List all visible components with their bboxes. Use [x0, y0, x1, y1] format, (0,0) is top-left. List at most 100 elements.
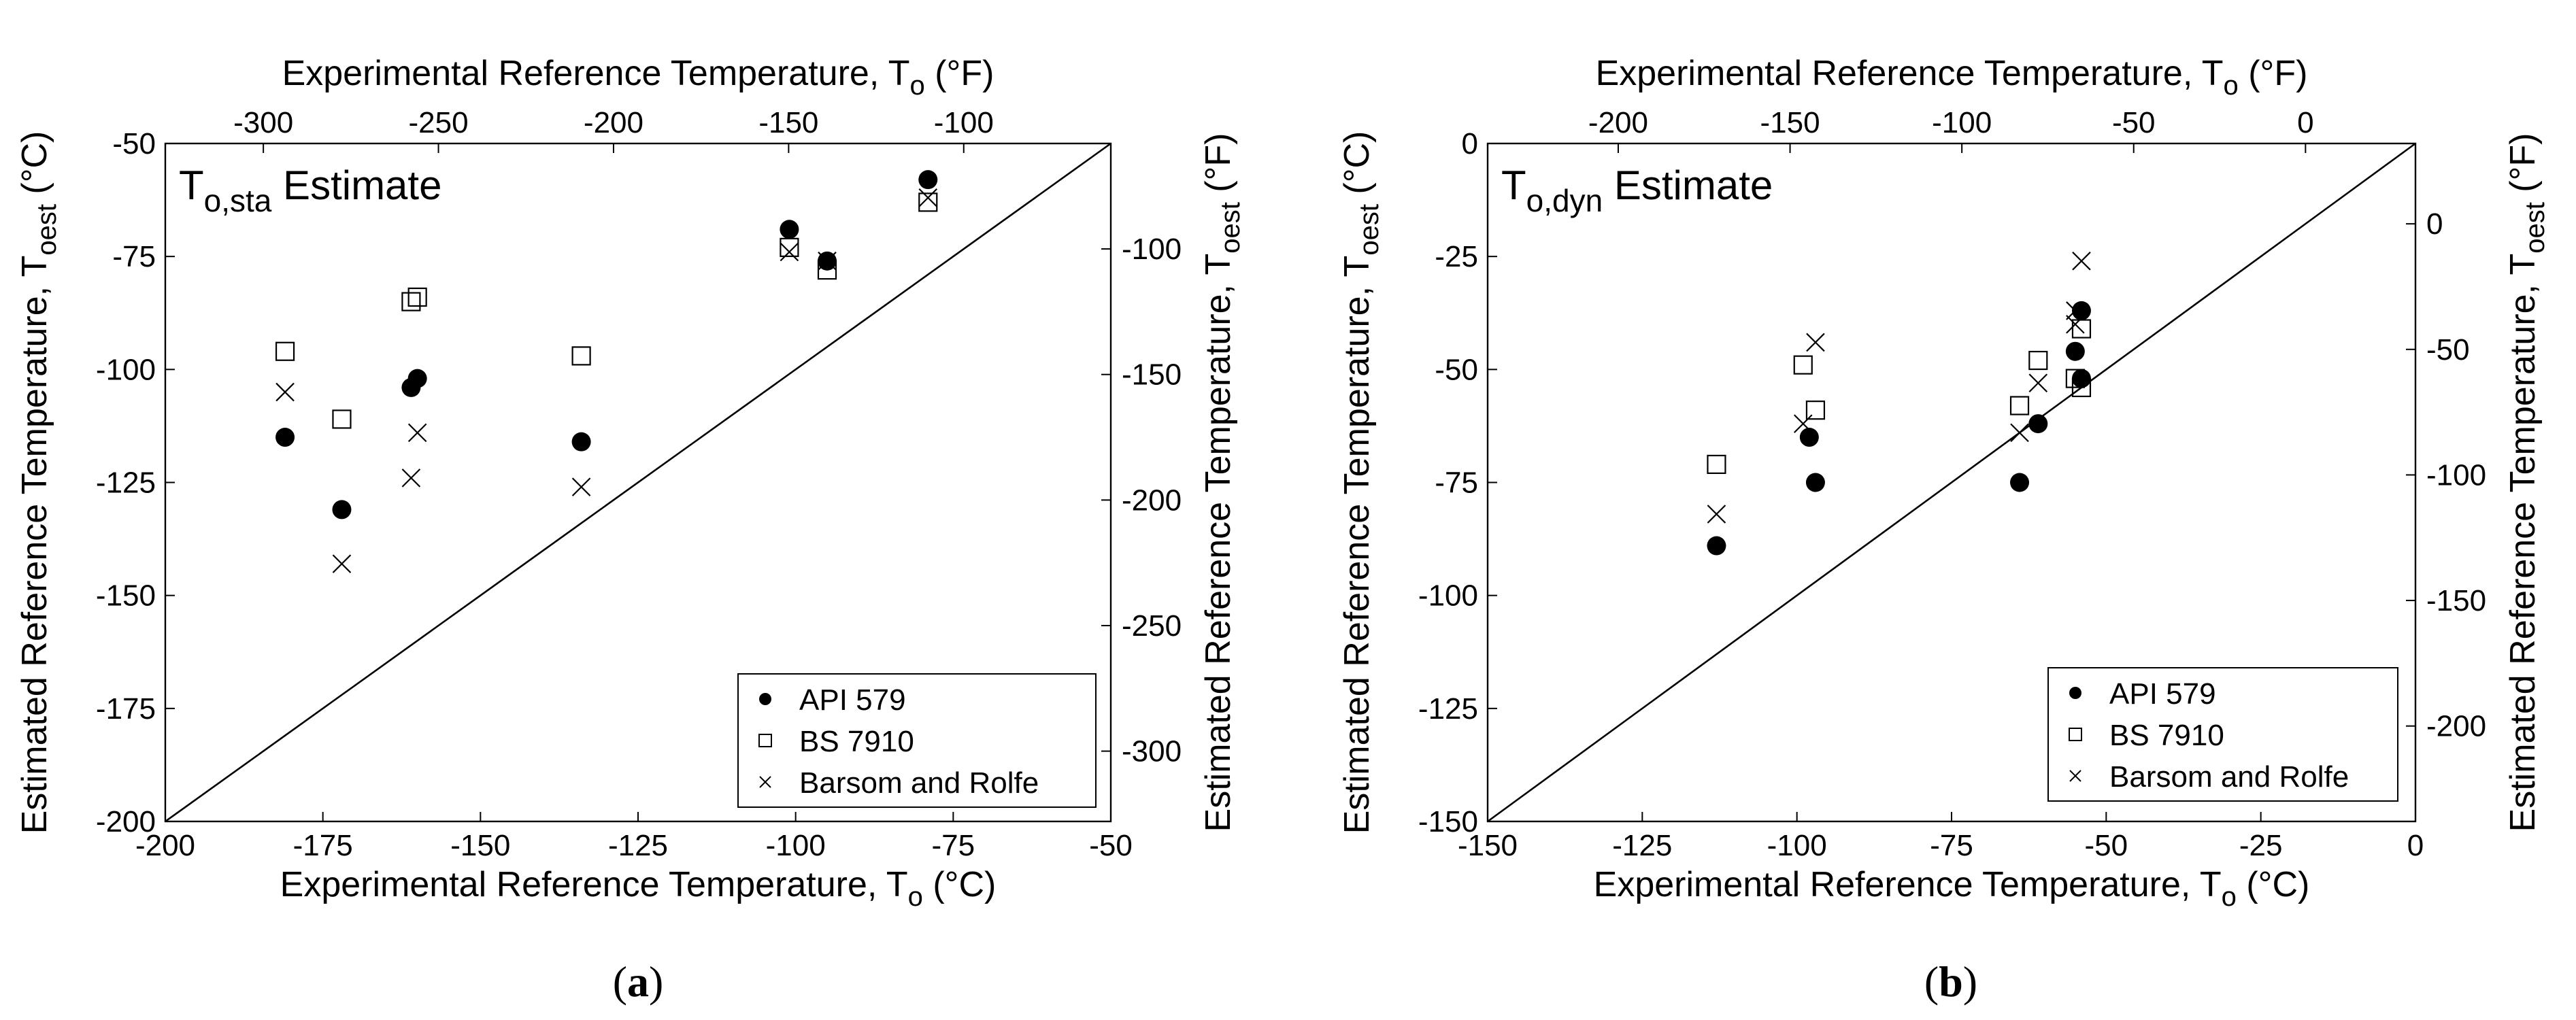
panel-label: (b)	[1924, 957, 1977, 1006]
x-tick-label: -175	[293, 829, 353, 862]
x-top-tick-label: -100	[1932, 106, 1992, 139]
x-tick-label: -50	[2085, 829, 2128, 862]
y-tick-label: -100	[1418, 579, 1478, 613]
y-right-tick-label: -250	[1122, 609, 1182, 643]
data-point	[1799, 428, 1819, 447]
legend-label: BS 7910	[2109, 719, 2224, 752]
y-tick-label: -25	[1435, 240, 1478, 273]
legend-marker	[2069, 687, 2081, 699]
y-tick-label: -150	[1418, 805, 1478, 838]
x-top-tick-label: -250	[409, 106, 469, 139]
legend-label: Barsom and Rolfe	[799, 766, 1039, 800]
y-tick-label: -50	[1435, 353, 1478, 386]
x-top-tick-label: -150	[1760, 106, 1820, 139]
y-right-tick-label: -150	[2426, 584, 2486, 617]
y-tick-label: -150	[96, 579, 156, 613]
y-tick-label: -200	[96, 805, 156, 838]
unity-line	[165, 142, 1111, 823]
legend-marker	[2069, 728, 2082, 741]
data-point	[818, 252, 837, 271]
x-top-tick-label: -150	[758, 106, 818, 139]
data-point	[2028, 350, 2048, 371]
y-axis-label-fahrenheit: Estimated Reference Temperature, Toest (…	[2503, 133, 2550, 832]
x-tick-label: -125	[1612, 829, 1672, 862]
plot-title: To,sta Estimate	[179, 163, 441, 218]
x-tick-label: -150	[1458, 829, 1518, 862]
y-right-tick-label: -200	[1122, 483, 1182, 517]
y-tick-label: -125	[1418, 692, 1478, 726]
data-point	[1793, 355, 1813, 375]
x-tick-label: -75	[1930, 829, 1973, 862]
legend-marker	[2069, 770, 2081, 782]
data-point	[407, 287, 427, 307]
data-point	[401, 469, 421, 488]
data-point	[2009, 396, 2030, 415]
y-right-tick-label: -50	[2426, 333, 2470, 367]
data-point	[918, 188, 938, 207]
y-right-tick-label: -100	[2426, 458, 2486, 492]
data-point	[401, 292, 421, 311]
data-point	[332, 500, 352, 520]
x-top-tick-label: -50	[2112, 106, 2156, 139]
x-tick-label: -125	[608, 829, 668, 862]
y-tick-label: -175	[96, 692, 156, 726]
data-point	[2072, 252, 2091, 271]
x-axis-label-fahrenheit: Experimental Reference Temperature, To (…	[282, 54, 994, 101]
y-right-tick-label: -300	[1122, 735, 1182, 768]
data-point	[780, 242, 799, 262]
data-point	[1806, 333, 1825, 352]
data-point	[1707, 505, 1726, 524]
y-axis-label-celsius: Estimated Reference Temperature, Toest (…	[15, 131, 62, 834]
data-point	[2065, 341, 2085, 361]
legend-box	[2047, 667, 2398, 802]
y-right-tick-label: -150	[1122, 358, 1182, 392]
legend-label: Barsom and Rolfe	[2109, 760, 2349, 794]
data-point	[2071, 301, 2091, 320]
data-point	[1805, 473, 1825, 492]
x-axis-label-celsius: Experimental Reference Temperature, To (…	[280, 865, 997, 912]
data-point	[332, 554, 352, 573]
y-right-tick-label: -200	[2426, 710, 2486, 743]
data-point	[275, 341, 295, 361]
data-point	[571, 477, 591, 496]
data-point	[780, 237, 799, 257]
x-axis-label-fahrenheit: Experimental Reference Temperature, To (…	[1596, 54, 2308, 101]
y-axis-label-fahrenheit: Estimated Reference Temperature, Toest (…	[1199, 133, 1245, 832]
data-point	[2071, 377, 2092, 398]
data-point	[2010, 423, 2029, 443]
data-point	[2028, 414, 2048, 434]
x-tick-label: -100	[766, 829, 826, 862]
x-tick-label: -25	[2239, 829, 2283, 862]
data-point	[2066, 301, 2085, 320]
x-top-tick-label: -200	[1588, 106, 1648, 139]
y-tick-label: -75	[1435, 466, 1478, 500]
x-top-tick-label: -200	[584, 106, 643, 139]
data-point	[1793, 414, 1813, 433]
data-point	[918, 192, 938, 212]
data-point	[2010, 473, 2030, 492]
x-top-tick-label: -100	[934, 106, 994, 139]
data-point	[1707, 454, 1726, 475]
x-axis-label-celsius: Experimental Reference Temperature, To (…	[1594, 865, 2310, 912]
legend-marker	[758, 734, 772, 747]
panel-a: -200 -175 -150 -125 -100 -75 -50 -200 -175 -150 -1…	[15, 54, 1245, 1006]
y-tick-label: -75	[112, 240, 156, 273]
data-point	[571, 346, 591, 366]
data-point	[407, 423, 427, 443]
data-point	[1707, 536, 1726, 556]
x-tick-label: -100	[1767, 829, 1827, 862]
x-tick-label: -200	[135, 829, 195, 862]
plot-title: To,dyn Estimate	[1501, 163, 1773, 218]
legend-label: API 579	[2109, 677, 2216, 711]
legend-label: BS 7910	[799, 725, 914, 758]
unity-line	[1487, 142, 2416, 823]
panel-label: (a)	[613, 957, 664, 1006]
y-tick-label: 0	[1462, 127, 1478, 160]
data-point	[275, 382, 295, 402]
y-right-tick-label: -100	[1122, 233, 1182, 266]
legend-box	[737, 673, 1097, 808]
y-tick-label: -125	[96, 466, 156, 500]
x-tick-label: -150	[450, 829, 510, 862]
x-top-tick-label: -300	[233, 106, 293, 139]
